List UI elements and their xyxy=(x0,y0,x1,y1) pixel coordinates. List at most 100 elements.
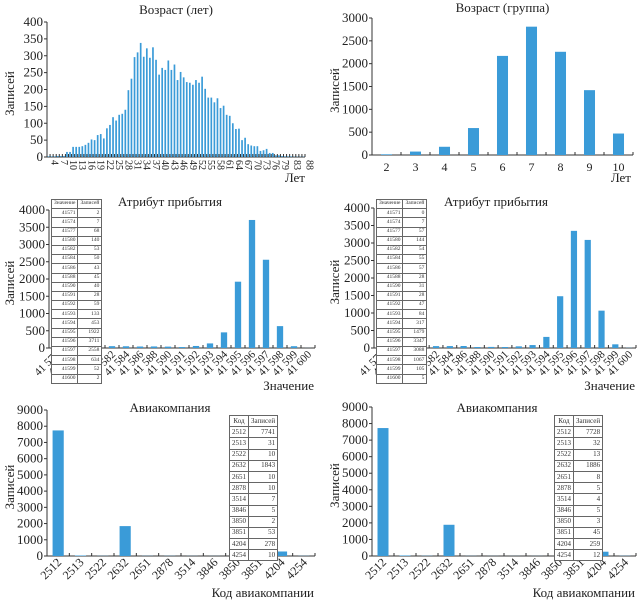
table-cell: 50 xyxy=(77,254,103,265)
bar xyxy=(515,346,522,348)
bar xyxy=(210,97,213,157)
table-row: 2512 7741 xyxy=(229,426,279,439)
y-axis-label: Записей xyxy=(2,465,17,510)
bar xyxy=(557,296,564,348)
chart-age-group: Возраст (группа) Записей Лет 0 500 1000 1500 20… xyxy=(321,0,642,190)
table-row: 41594 317 xyxy=(375,318,428,329)
table-cell: 0 xyxy=(402,208,428,219)
chart-arrival-left-svg: Атрибут прибытияЗаписейЗначение050010001… xyxy=(2,194,316,393)
table-cell: 2522 xyxy=(229,448,249,461)
table-row: 2513 32 xyxy=(554,437,604,450)
table-cell: 3850 xyxy=(229,515,249,528)
table-header-cell: Значение xyxy=(375,198,404,210)
table-row: 41590 40 xyxy=(50,281,103,292)
bar xyxy=(380,154,393,155)
y-tick-label: 3000 xyxy=(17,499,43,514)
table-cell: 31 xyxy=(402,281,428,292)
bar xyxy=(96,135,99,157)
table-row: 41584 55 xyxy=(375,254,428,265)
y-tick-label: 2000 xyxy=(17,516,43,531)
y-tick-label: 2000 xyxy=(19,271,45,286)
table-cell: 2632 xyxy=(554,459,574,472)
bar xyxy=(276,326,284,348)
x-tick-label: 2878 xyxy=(472,555,499,582)
table-cell: 3088 xyxy=(402,345,428,357)
bar xyxy=(167,60,170,157)
y-tick-label: 7000 xyxy=(342,432,368,447)
x-tick-label: 76 xyxy=(270,160,281,170)
table-cell: 4254 xyxy=(229,549,249,562)
table-cell: 41582 xyxy=(50,244,79,256)
bar xyxy=(290,346,298,348)
bar xyxy=(496,55,509,155)
bar xyxy=(446,346,453,348)
bar xyxy=(47,156,50,157)
table-row: 41600 2 xyxy=(50,373,103,384)
bar xyxy=(161,67,164,157)
table-cell: 7741 xyxy=(247,426,279,439)
table-cell: 54 xyxy=(402,244,428,256)
table-cell: 3850 xyxy=(554,515,574,528)
bar xyxy=(155,59,157,157)
x-tick-label: 2878 xyxy=(149,555,176,582)
table-cell: 105 xyxy=(402,364,428,375)
y-tick-label: 2500 xyxy=(19,254,45,269)
x-tick-label: 4254 xyxy=(604,555,631,582)
table-header-row: Код Записей xyxy=(554,414,604,428)
table-cell: 10 xyxy=(247,470,279,484)
y-tick-label: 8000 xyxy=(342,416,368,431)
table-cell: 133 xyxy=(77,309,103,320)
arrival-left-table: Значение Записей 41571 2 41574 7 41577 68 41580 1… xyxy=(50,198,103,384)
table-cell: 41590 xyxy=(50,281,79,292)
y-tick-label: 200 xyxy=(24,82,44,97)
table-cell: 3 xyxy=(572,515,604,528)
y-tick-label: 0 xyxy=(364,340,371,355)
y-tick-label: 150 xyxy=(24,98,44,113)
y-tick-label: 7000 xyxy=(17,434,43,449)
bar xyxy=(501,347,509,348)
x-tick-label: 70 xyxy=(251,160,262,170)
chart-title: Возраст (группа) xyxy=(456,0,550,15)
bar xyxy=(78,146,81,157)
table-cell: 5 xyxy=(572,482,604,495)
table-row: 3846 5 xyxy=(554,504,604,517)
table-cell: 259 xyxy=(572,538,604,551)
chart-airline-left: Авиакомпания Записей Код авиакомпании 0 1000… xyxy=(0,395,321,600)
table-cell: 41584 xyxy=(50,254,79,265)
table-cell: 2558 xyxy=(77,345,103,357)
table-cell: 47 xyxy=(402,300,428,311)
bar xyxy=(133,57,136,157)
bar xyxy=(102,138,105,157)
table-row: 41592 59 xyxy=(50,300,103,311)
table-row: 2651 10 xyxy=(229,470,279,484)
table-row: 41591 28 xyxy=(50,290,103,302)
table-cell: 3846 xyxy=(229,504,249,517)
y-tick-label: 1000 xyxy=(17,532,43,547)
x-tick-label: 31 xyxy=(131,160,142,170)
table-row: 41590 31 xyxy=(375,281,428,292)
table-cell: 3846 xyxy=(554,504,574,517)
table-cell: 41591 xyxy=(50,290,79,302)
table-cell: 2 xyxy=(77,208,103,219)
table-cell: 53 xyxy=(247,526,279,540)
x-tick-label: 4254 xyxy=(283,555,310,582)
y-tick-label: 1500 xyxy=(344,288,370,303)
table-cell: 1886 xyxy=(572,459,604,472)
table-cell: 57 xyxy=(402,263,428,274)
table-row: 41580 140 xyxy=(50,235,103,246)
table-row: 41582 54 xyxy=(375,244,428,256)
bar xyxy=(81,146,84,157)
table-row: 41597 3088 xyxy=(375,345,428,357)
table-cell: 10 xyxy=(247,448,279,461)
table-row: 2878 5 xyxy=(554,482,604,495)
airline-left-table: Код Записей 2512 7741 2513 31 2522 10 2632 1843 26… xyxy=(229,414,279,562)
table-row: 4204 259 xyxy=(554,538,604,551)
bar xyxy=(219,108,222,157)
x-tick-label: 3846 xyxy=(516,555,543,582)
table-cell: 3514 xyxy=(554,493,574,506)
arrival-right-table: Значение Записей 41571 0 41574 7 41577 57 41580 1… xyxy=(375,198,428,384)
bar xyxy=(179,71,182,157)
bar xyxy=(228,115,231,157)
table-row: 41591 28 xyxy=(375,290,428,302)
table-cell: 1843 xyxy=(247,459,279,472)
